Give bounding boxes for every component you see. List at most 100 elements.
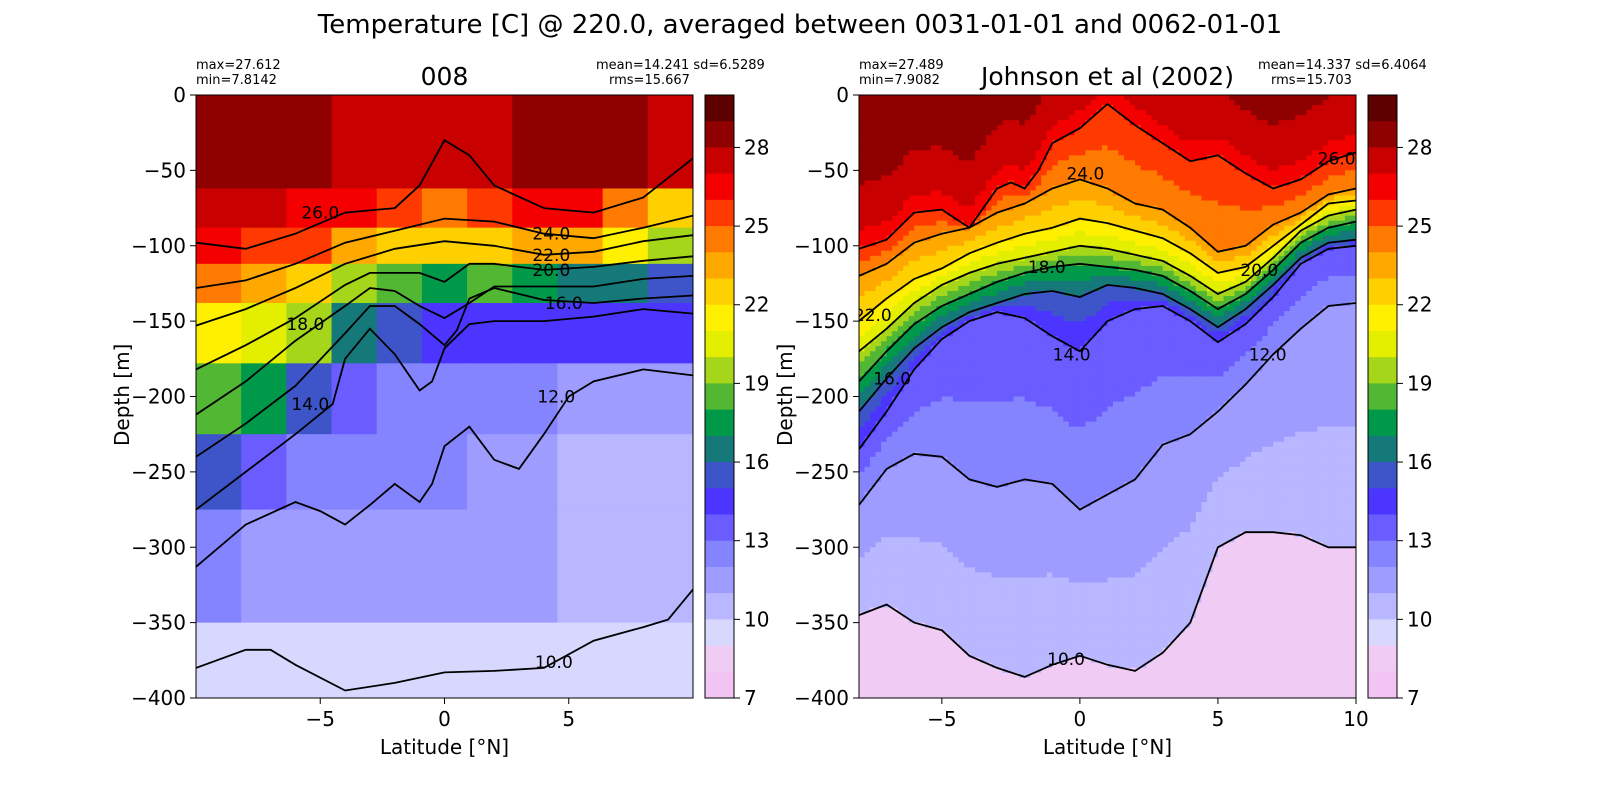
right-field-cell bbox=[1013, 436, 1020, 443]
right-field-cell bbox=[1057, 331, 1065, 337]
right-field-cell bbox=[864, 205, 871, 212]
right-field-cell bbox=[886, 135, 893, 141]
right-field-cell bbox=[870, 466, 877, 473]
right-field-cell bbox=[881, 642, 888, 649]
right-field-cell bbox=[991, 356, 998, 363]
right-field-cell bbox=[881, 662, 888, 669]
right-field-cell bbox=[1052, 381, 1059, 388]
right-field-cell bbox=[859, 612, 866, 619]
right-field-cell bbox=[1024, 411, 1031, 418]
right-field-cell bbox=[974, 110, 982, 116]
right-field-cell bbox=[1013, 642, 1020, 649]
right-field-cell bbox=[1008, 471, 1015, 478]
right-field-cell bbox=[919, 195, 926, 202]
right-field-cell bbox=[941, 356, 949, 363]
right-field-cell bbox=[974, 105, 982, 111]
right-field-cell bbox=[886, 210, 893, 217]
right-field-cell bbox=[952, 140, 960, 146]
right-field-cell bbox=[864, 672, 871, 679]
right-field-cell bbox=[925, 577, 932, 584]
right-field-cell bbox=[936, 170, 943, 177]
right-field-cell bbox=[1008, 687, 1015, 694]
right-field-cell bbox=[941, 331, 949, 337]
right-field-cell bbox=[1013, 386, 1020, 393]
right-field-cell bbox=[1074, 537, 1081, 543]
right-field-cell bbox=[875, 285, 882, 292]
right-field-cell bbox=[947, 687, 954, 694]
right-field-cell bbox=[892, 497, 899, 503]
right-field-cell bbox=[930, 280, 938, 287]
right-field-cell bbox=[947, 471, 954, 478]
right-field-cell bbox=[1013, 677, 1020, 684]
right-field-cell bbox=[1030, 215, 1037, 222]
right-field-cell bbox=[1074, 396, 1081, 403]
right-field-cell bbox=[952, 517, 960, 523]
right-field-cell bbox=[958, 150, 965, 156]
right-field-cell bbox=[875, 421, 882, 428]
right-field-cell bbox=[925, 260, 932, 267]
right-field-cell bbox=[1057, 642, 1065, 649]
right-field-cell bbox=[958, 326, 965, 332]
right-field-cell bbox=[886, 311, 893, 317]
right-field-cell bbox=[936, 597, 943, 604]
right-field-cell bbox=[930, 376, 938, 383]
right-field-cell bbox=[919, 245, 926, 252]
right-field-cell bbox=[952, 220, 960, 227]
right-field-cell bbox=[886, 125, 893, 131]
right-field-cell bbox=[908, 170, 915, 177]
right-field-cell bbox=[986, 652, 993, 659]
right-field-cell bbox=[1030, 491, 1037, 498]
right-field-cell bbox=[1052, 386, 1059, 393]
right-field-cell bbox=[908, 210, 915, 217]
right-field-cell bbox=[908, 491, 915, 498]
right-field-cell bbox=[947, 632, 954, 639]
right-field-cell bbox=[1068, 446, 1076, 453]
right-field-cell bbox=[958, 170, 965, 177]
right-field-cell bbox=[1030, 401, 1037, 408]
right-field-cell bbox=[997, 301, 1004, 307]
right-field-cell bbox=[897, 155, 904, 162]
right-field-cell bbox=[870, 512, 877, 518]
right-field-cell bbox=[1002, 557, 1009, 564]
right-field-cell bbox=[864, 587, 871, 594]
right-field-cell bbox=[1074, 672, 1081, 679]
right-field-cell bbox=[1052, 421, 1059, 428]
right-field-cell bbox=[952, 687, 960, 694]
right-field-cell bbox=[892, 145, 899, 151]
right-field-cell bbox=[991, 512, 998, 518]
right-field-cell bbox=[908, 155, 915, 162]
right-field-cell bbox=[986, 351, 993, 357]
right-field-cell bbox=[919, 562, 926, 569]
right-field-cell bbox=[930, 220, 938, 227]
right-field-cell bbox=[1035, 145, 1042, 151]
right-field-cell bbox=[969, 105, 976, 111]
right-field-cell bbox=[870, 140, 877, 146]
right-field-cell bbox=[919, 165, 926, 172]
right-field-cell bbox=[1052, 411, 1059, 418]
right-field-cell bbox=[908, 120, 915, 126]
right-field-cell bbox=[969, 165, 976, 172]
right-field-cell bbox=[925, 205, 932, 212]
right-field-cell bbox=[875, 115, 882, 121]
right-field-cell bbox=[892, 451, 899, 458]
right-field-cell bbox=[991, 110, 998, 116]
right-field-cell bbox=[986, 170, 993, 177]
right-field-cell bbox=[897, 396, 904, 403]
right-field-cell bbox=[1002, 406, 1009, 413]
right-field-cell bbox=[952, 657, 960, 664]
right-field-cell bbox=[986, 215, 993, 222]
right-field-cell bbox=[1046, 401, 1053, 408]
right-field-cell bbox=[980, 351, 987, 357]
right-field-cell bbox=[903, 115, 910, 121]
right-field-cell bbox=[936, 461, 943, 468]
right-field-cell bbox=[919, 481, 926, 488]
right-field-cell bbox=[952, 567, 960, 574]
right-field-cell bbox=[958, 321, 965, 327]
left-colorbar-bin bbox=[705, 409, 734, 437]
right-field-cell bbox=[864, 456, 871, 463]
right-field-cell bbox=[1019, 642, 1026, 649]
right-field-cell bbox=[930, 522, 938, 528]
right-field-cell bbox=[958, 185, 965, 192]
right-field-cell bbox=[1008, 200, 1015, 207]
right-field-cell bbox=[941, 190, 949, 197]
